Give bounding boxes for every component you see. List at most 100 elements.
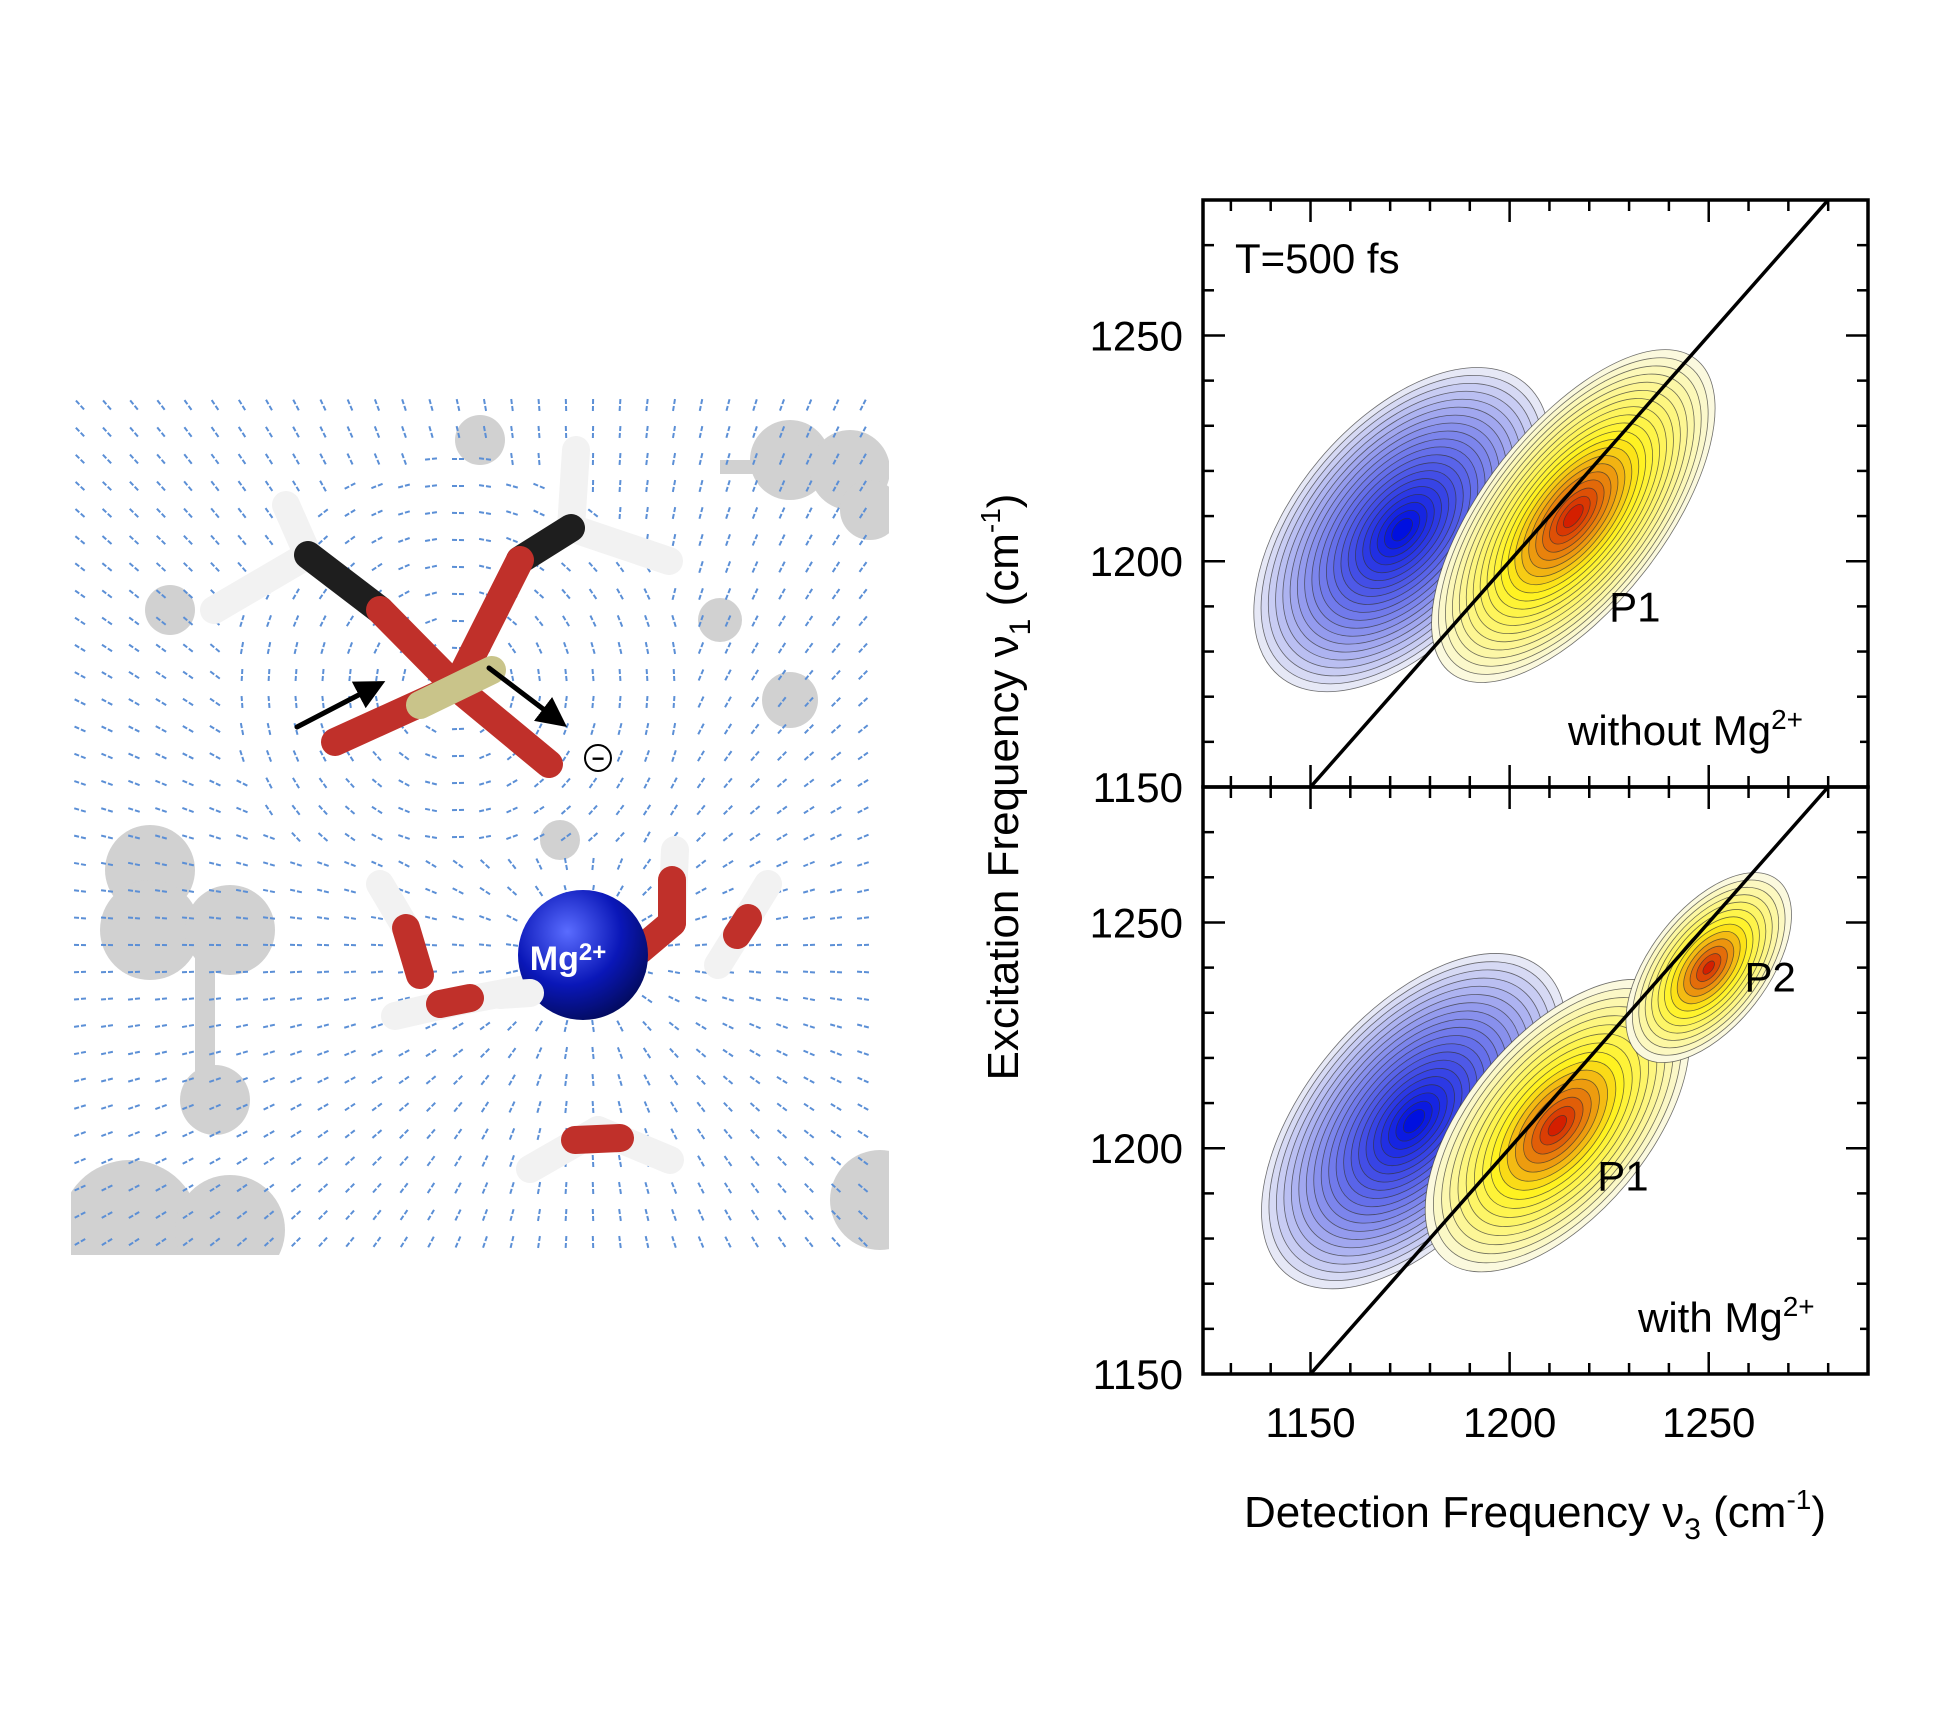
field-dash bbox=[343, 888, 357, 894]
field-dash bbox=[102, 399, 112, 411]
field-dash bbox=[617, 722, 623, 736]
field-dash bbox=[533, 833, 545, 841]
field-dash bbox=[398, 1075, 410, 1085]
field-dash bbox=[210, 561, 220, 573]
field-dash bbox=[776, 1049, 788, 1057]
field-dash bbox=[425, 753, 437, 759]
field-dash bbox=[510, 398, 514, 412]
field-dash bbox=[262, 970, 276, 974]
field-dash bbox=[478, 511, 492, 515]
field-dash bbox=[236, 1076, 248, 1084]
field-dash bbox=[236, 1183, 248, 1193]
field-dash bbox=[74, 562, 86, 572]
field-dash bbox=[778, 507, 786, 519]
field-dash bbox=[777, 1236, 787, 1248]
field-dash bbox=[534, 1020, 544, 1032]
field-dash bbox=[506, 536, 518, 544]
field-dash bbox=[478, 564, 492, 570]
field-dash bbox=[210, 399, 220, 411]
field-dash bbox=[236, 779, 248, 787]
field-dash bbox=[508, 1074, 516, 1086]
field-dash bbox=[590, 641, 596, 655]
field-dash bbox=[698, 560, 704, 574]
field-dash bbox=[127, 807, 141, 813]
field-dash bbox=[857, 1210, 869, 1220]
field-dash bbox=[802, 996, 816, 1002]
field-dash bbox=[321, 695, 325, 709]
field-dash bbox=[858, 642, 868, 654]
field-dash bbox=[344, 1156, 356, 1166]
field-dash bbox=[128, 1184, 140, 1192]
field-dash bbox=[748, 970, 762, 974]
field-dash bbox=[209, 779, 221, 787]
field-dash bbox=[127, 1077, 141, 1083]
field-dash bbox=[317, 1103, 329, 1111]
field-dash bbox=[671, 641, 677, 655]
field-dash bbox=[292, 399, 300, 411]
field-dash bbox=[645, 479, 649, 493]
field-dash bbox=[695, 1048, 707, 1058]
field-dash bbox=[343, 970, 357, 974]
field-dash bbox=[290, 1156, 302, 1166]
field-dash bbox=[751, 1236, 759, 1248]
field-dash bbox=[209, 752, 221, 760]
field-dash bbox=[346, 642, 354, 654]
field-dash bbox=[777, 669, 787, 681]
field-dash bbox=[293, 641, 299, 655]
field-dash bbox=[74, 589, 86, 599]
field-dash bbox=[616, 885, 624, 897]
field-dash bbox=[290, 1076, 302, 1084]
field-dash bbox=[100, 1050, 114, 1056]
peak-labels: P1 P1 P2 bbox=[1597, 583, 1796, 1199]
field-dash bbox=[777, 751, 787, 761]
field-dash bbox=[398, 834, 410, 840]
field-dash bbox=[371, 805, 383, 815]
field-dash bbox=[343, 1023, 357, 1029]
field-dash bbox=[453, 1128, 463, 1140]
field-dash bbox=[777, 1155, 787, 1167]
field-dash bbox=[128, 562, 140, 572]
field-dash bbox=[749, 860, 761, 868]
field-dash bbox=[289, 916, 303, 920]
field-dash bbox=[346, 426, 354, 438]
field-dash bbox=[398, 563, 410, 571]
field-dash bbox=[723, 1128, 733, 1140]
field-dash bbox=[73, 807, 87, 813]
field-dash bbox=[74, 1211, 86, 1219]
field-dash bbox=[775, 996, 789, 1002]
field-dash bbox=[128, 725, 140, 733]
field-dash bbox=[804, 724, 814, 734]
field-dash bbox=[128, 670, 140, 680]
field-dash bbox=[563, 1046, 569, 1060]
field-dash bbox=[74, 752, 86, 760]
field-dash bbox=[561, 588, 571, 600]
field-dash bbox=[183, 480, 193, 492]
field-dash bbox=[237, 507, 247, 519]
field-dash bbox=[533, 482, 545, 490]
field-dash bbox=[591, 1100, 595, 1114]
field-dash bbox=[262, 888, 276, 894]
field-dash bbox=[74, 1184, 86, 1192]
field-dash bbox=[591, 1046, 595, 1060]
field-dash bbox=[262, 997, 276, 1001]
field-dash bbox=[829, 996, 843, 1002]
field-dash bbox=[398, 537, 410, 543]
field-dash bbox=[563, 1019, 569, 1033]
field-dash bbox=[102, 453, 112, 465]
field-dash bbox=[426, 1128, 436, 1140]
field-dash bbox=[182, 1210, 194, 1220]
field-dash bbox=[424, 915, 438, 921]
field-dash bbox=[371, 1023, 383, 1029]
time-annotation: T=500 fs bbox=[1235, 235, 1400, 282]
field-dash bbox=[506, 914, 518, 922]
field-dash bbox=[776, 1129, 788, 1139]
field-dash bbox=[778, 426, 786, 438]
field-dash bbox=[127, 1104, 141, 1110]
field-dash bbox=[751, 561, 759, 573]
field-dash bbox=[751, 669, 759, 681]
field-dash bbox=[671, 533, 677, 547]
x-tick-label: 1150 bbox=[1265, 1399, 1355, 1446]
field-dash bbox=[832, 534, 840, 546]
field-dash bbox=[618, 695, 622, 709]
